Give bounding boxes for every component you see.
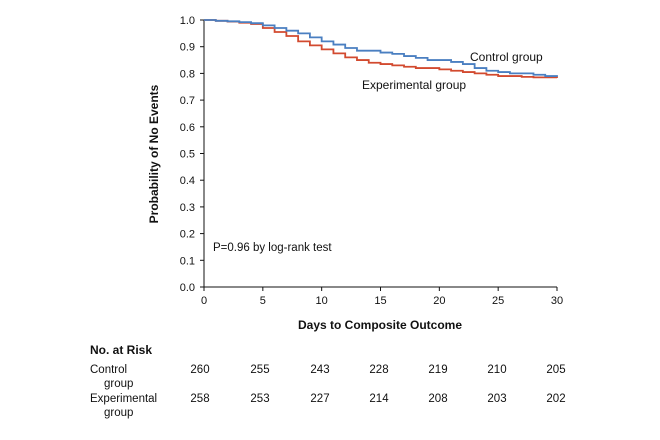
at-risk-control-label-line2: group [104,378,133,390]
y-tick-label: 0.3 [180,202,195,214]
at-risk-experimental-label-line2: group [104,407,133,419]
x-tick-label: 25 [492,295,504,307]
y-tick-label: 0.8 [180,68,195,80]
survival-curves [204,19,558,79]
x-tick-label: 30 [551,295,563,307]
at-risk-experimental-count: 227 [310,393,329,405]
at-risk-experimental-count: 208 [428,393,447,405]
y-axis-ticks: 0.0 0.1 0.2 0.3 0.4 0.5 0.6 0.7 0.8 0.9 1.0 [180,15,204,294]
at-risk-experimental-count: 253 [250,393,269,405]
control-group-curve [204,19,558,77]
y-tick-label: 0.2 [180,229,195,241]
at-risk-control-label-line1: Control [90,364,127,376]
at-risk-experimental-count: 214 [369,393,389,405]
x-tick-label: 15 [374,295,386,307]
at-risk-experimental-label-line1: Experimental [90,393,157,405]
at-risk-title: No. at Risk [90,343,152,357]
y-tick-label: 0.5 [180,149,195,161]
y-tick-label: 1.0 [180,15,195,27]
x-axis-ticks: 0 5 10 15 20 25 30 [201,287,563,307]
at-risk-control-count: 219 [428,364,447,376]
y-tick-label: 0.0 [180,282,195,294]
x-tick-label: 5 [260,295,266,307]
series-label-control: Control group [470,50,543,64]
y-tick-label: 0.4 [180,175,195,187]
y-tick-label: 0.7 [180,95,195,107]
at-risk-control-count: 243 [310,364,329,376]
at-risk-experimental-count: 203 [487,393,506,405]
series-label-experimental: Experimental group [362,78,466,92]
x-tick-label: 0 [201,295,207,307]
at-risk-control-count: 255 [250,364,269,376]
at-risk-experimental-count: 258 [190,393,209,405]
y-axis-title: Probability of No Events [147,84,161,223]
y-tick-label: 0.9 [180,42,195,54]
p-value-annotation: P=0.96 by log-rank test [213,242,332,254]
at-risk-values: 260 255 243 228 219 210 205 258 253 227 214 208 203 2… [190,364,565,405]
x-axis-title: Days to Composite Outcome [298,318,462,332]
x-tick-label: 10 [316,295,328,307]
at-risk-experimental-count: 202 [546,393,565,405]
at-risk-control-count: 205 [546,364,565,376]
y-tick-label: 0.1 [180,255,195,267]
experimental-group-curve [204,19,558,79]
at-risk-control-count: 260 [190,364,209,376]
at-risk-control-count: 228 [369,364,388,376]
x-tick-label: 20 [433,295,445,307]
at-risk-control-count: 210 [487,364,506,376]
y-tick-label: 0.6 [180,122,195,134]
